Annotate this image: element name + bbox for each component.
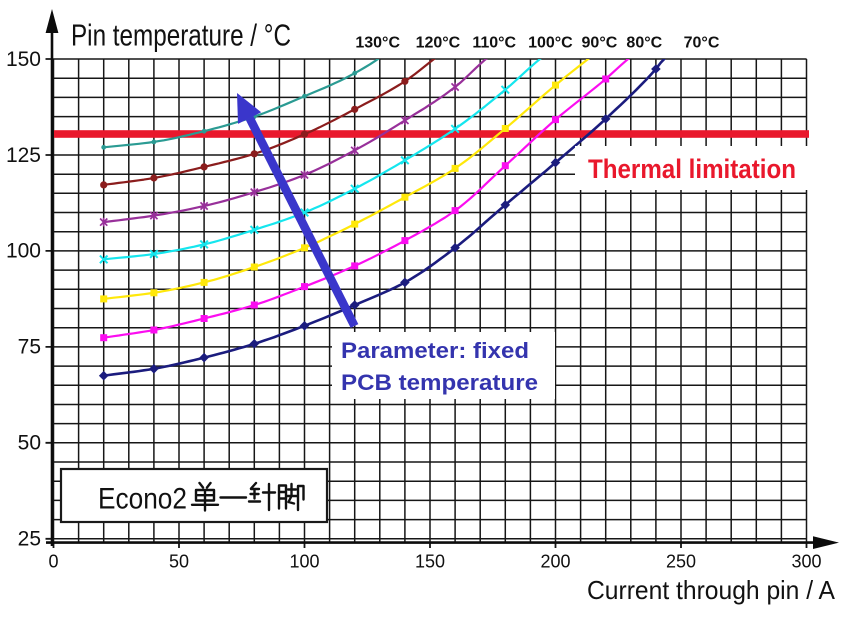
svg-text:Parameter: fixed: Parameter: fixed — [341, 338, 529, 363]
svg-text:70°C: 70°C — [684, 34, 720, 51]
svg-text:PCB temperature: PCB temperature — [341, 370, 538, 395]
svg-text:75: 75 — [18, 336, 41, 359]
svg-text:50: 50 — [169, 552, 189, 572]
svg-text:120°C: 120°C — [416, 34, 461, 51]
svg-text:250: 250 — [666, 552, 696, 572]
svg-text:Econo2: Econo2 — [98, 483, 187, 516]
svg-text:Current through pin / A: Current through pin / A — [587, 575, 836, 605]
svg-text:90°C: 90°C — [582, 34, 618, 51]
svg-text:25: 25 — [18, 528, 41, 551]
svg-text:Pin temperature / °C: Pin temperature / °C — [71, 19, 291, 53]
svg-text:110°C: 110°C — [472, 34, 516, 51]
svg-text:0: 0 — [48, 552, 58, 572]
svg-text:Thermal limitation: Thermal limitation — [588, 154, 796, 184]
svg-text:150: 150 — [6, 48, 41, 71]
svg-text:125: 125 — [6, 144, 41, 167]
svg-text:50: 50 — [18, 432, 41, 455]
svg-text:130°C: 130°C — [355, 34, 400, 51]
svg-text:80°C: 80°C — [626, 34, 662, 51]
svg-text:200: 200 — [540, 552, 570, 572]
svg-text:150: 150 — [415, 552, 445, 572]
svg-text:100°C: 100°C — [528, 34, 573, 51]
svg-text:100: 100 — [289, 552, 319, 572]
svg-text:100: 100 — [6, 240, 41, 263]
svg-text:300: 300 — [791, 552, 821, 572]
